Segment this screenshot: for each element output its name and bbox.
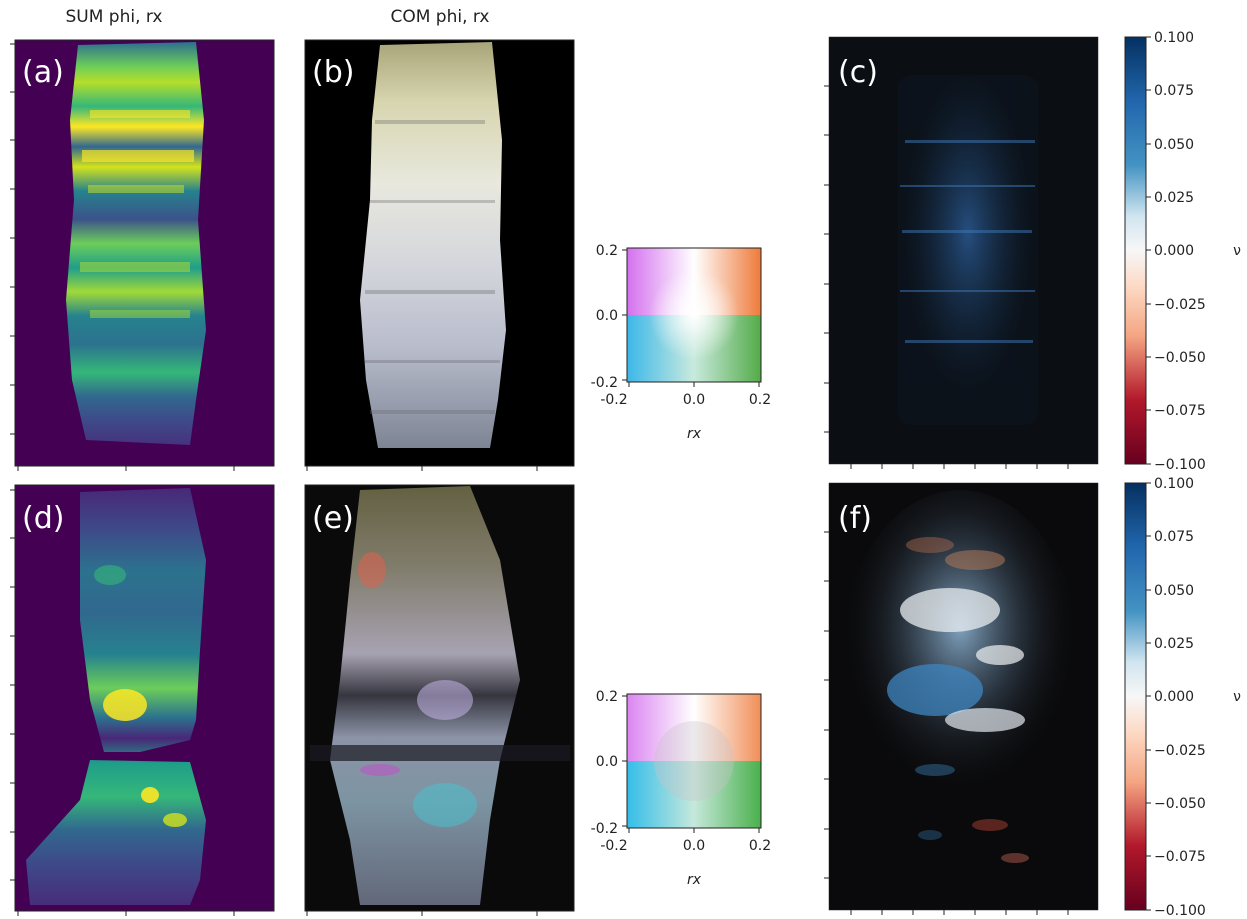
colorbar-c-tick-3: 0.025 <box>1154 190 1194 206</box>
panel-a: (a) <box>10 39 275 471</box>
colorbar-f-tick-5: −0.025 <box>1154 743 1206 759</box>
panel-c-ticks <box>824 85 1069 469</box>
color-key-top-xtick-1: 0.0 <box>683 392 705 408</box>
colorbar-c-tick-0: 0.100 <box>1154 30 1194 46</box>
colorbar-c-tick-2: 0.050 <box>1154 137 1194 153</box>
colorbar-f-tick-4: 0.000 <box>1154 689 1194 705</box>
colorbar-f-gradient <box>1124 482 1147 911</box>
panel-e-color-patches <box>310 552 570 827</box>
panel-b-ticks <box>306 466 538 471</box>
color-key-bottom-ytick-0: 0.2 <box>596 689 618 705</box>
colorbar-f-tick-8: −0.100 <box>1154 903 1206 919</box>
colorbar-f-tick-2: 0.050 <box>1154 583 1194 599</box>
panel-f-glow <box>840 490 1080 830</box>
color-key-bottom-xlabel: rx <box>687 872 702 888</box>
panel-label-e: (e) <box>312 501 354 536</box>
color-key-bottom-xtick-0: -0.2 <box>600 838 627 854</box>
color-key-bottom-bottom-overlay <box>627 761 761 828</box>
color-key-bottom-ticks <box>622 695 760 833</box>
panel-label-c: (c) <box>838 55 878 90</box>
colorbar-c: 0.100 0.075 0.050 0.025 0.000 −0.025 −0.… <box>1124 30 1241 473</box>
colorbar-c-tick-8: −0.100 <box>1154 457 1206 473</box>
title-sum-panel: SUM phi, rx <box>66 7 163 27</box>
panel-b-frame <box>304 39 575 467</box>
panel-d-ticks <box>10 489 235 916</box>
colorbar-c-tick-1: 0.075 <box>1154 83 1194 99</box>
color-key-top-ytick-0: 0.2 <box>596 243 618 259</box>
panel-label-a: (a) <box>22 55 64 90</box>
panel-c-sample <box>898 75 1038 425</box>
color-key-bottom-xtick-1: 0.0 <box>683 838 705 854</box>
color-key-top-ytick-2: -0.2 <box>591 375 618 391</box>
colorbar-c-tick-7: −0.075 <box>1154 403 1206 419</box>
colorbar-f-label: ν <box>1233 689 1241 705</box>
panel-b: (b) <box>304 39 575 471</box>
colorbar-f-tick-3: 0.025 <box>1154 636 1194 652</box>
panel-f-ticks <box>824 531 1069 915</box>
colorbar-c-label: ν <box>1233 243 1241 259</box>
color-key-top-xtick-2: 0.2 <box>749 392 771 408</box>
panel-c-frame <box>828 36 1099 465</box>
panel-b-sample-com <box>360 42 506 448</box>
panel-a-ticks <box>10 43 235 471</box>
colorbar-f-tick-6: −0.050 <box>1154 796 1206 812</box>
colorbar-f-ticks <box>1146 482 1151 911</box>
color-key-top-xlabel: rx <box>687 426 702 442</box>
color-key-top-center <box>649 270 739 360</box>
panel-e-frame <box>304 484 575 912</box>
color-key-top-xtick-0: -0.2 <box>600 392 627 408</box>
color-key-top-ticks <box>622 249 760 387</box>
panel-d-bright-spots <box>94 565 187 827</box>
panel-label-b: (b) <box>312 55 354 90</box>
color-key-bottom-xtick-2: 0.2 <box>749 838 771 854</box>
panel-label-f: (f) <box>838 501 872 536</box>
panel-e-ticks <box>306 911 538 916</box>
colorbar-f-tick-0: 0.100 <box>1154 476 1194 492</box>
colorbar-c-tick-6: −0.050 <box>1154 350 1206 366</box>
colorbar-c-ticks <box>1146 36 1151 465</box>
panel-c-streaks <box>900 140 1035 343</box>
panel-c: (c) <box>824 36 1099 469</box>
panel-e: (e) <box>304 484 575 916</box>
panel-f: (f) <box>824 482 1099 915</box>
panel-f-features <box>887 537 1029 863</box>
panel-d: (d) <box>10 484 275 916</box>
panel-a-sample-intensity <box>66 42 206 445</box>
color-key-top: 0.2 0.0 -0.2 -0.2 0.0 0.2 rx <box>591 243 771 442</box>
color-key-top-ytick-1: 0.0 <box>596 308 618 324</box>
panel-d-frame <box>14 484 275 912</box>
panel-label-d: (d) <box>22 501 64 536</box>
panel-b-streaks <box>365 120 500 414</box>
colorbar-f-tick-7: −0.075 <box>1154 849 1206 865</box>
title-com-panel: COM phi, rx <box>390 7 489 27</box>
panel-a-bright-streaks <box>80 110 194 318</box>
colorbar-c-tick-4: 0.000 <box>1154 243 1194 259</box>
panel-a-frame <box>14 39 275 467</box>
colorbar-c-gradient <box>1124 36 1147 465</box>
color-key-bottom-center <box>654 721 734 801</box>
colorbar-f-tick-1: 0.075 <box>1154 529 1194 545</box>
color-key-bottom-ytick-1: 0.0 <box>596 754 618 770</box>
colorbar-f: 0.100 0.075 0.050 0.025 0.000 −0.025 −0.… <box>1124 476 1241 919</box>
color-key-bottom-ytick-2: -0.2 <box>591 821 618 837</box>
color-key-bottom: 0.2 0.0 -0.2 -0.2 0.0 0.2 rx <box>591 689 771 888</box>
panel-f-frame <box>828 482 1099 911</box>
colorbar-c-tick-5: −0.025 <box>1154 297 1206 313</box>
